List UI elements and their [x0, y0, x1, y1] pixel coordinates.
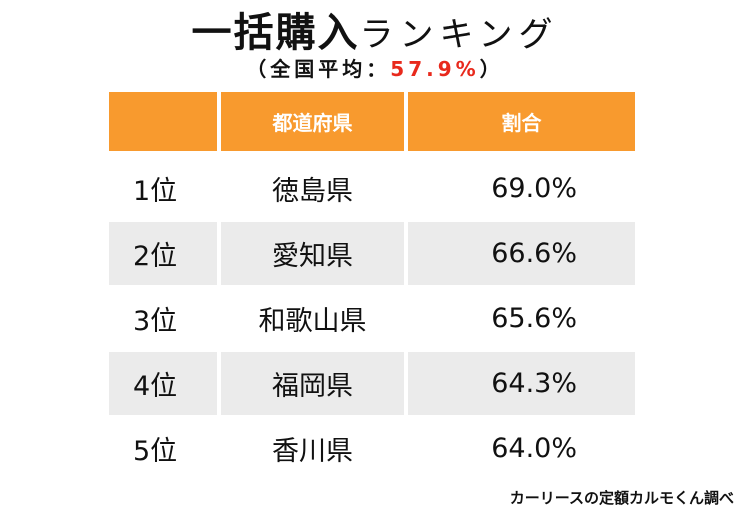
rank-cell: 2位 — [109, 222, 217, 285]
prefecture-cell: 福岡県 — [221, 352, 404, 415]
share-cell: 64.3% — [408, 352, 635, 415]
chart-title: 一括購入ランキング — [0, 8, 750, 66]
chart-title-kana: ランキング — [359, 15, 559, 55]
chart-title-main: 一括購入 — [191, 10, 360, 56]
prefecture-cell: 愛知県 — [221, 222, 404, 285]
share-cell: 66.6% — [408, 222, 635, 285]
table-row: 3位 和歌山県 65.6% — [109, 287, 635, 350]
rank-cell: 1位 — [133, 176, 178, 207]
share-cell: 69.0% — [491, 173, 577, 204]
table-row: 5位 香川県 64.0% — [109, 417, 635, 480]
rank-cell: 4位 — [109, 352, 217, 415]
ranking-table: 都道府県 割合 1位 徳島県 69.0% 2位 愛知県 66.6% 3位 和歌山… — [109, 92, 635, 480]
table-row: 2位 愛知県 66.6% — [109, 222, 635, 285]
table-row: 1位 徳島県 69.0% — [109, 157, 635, 220]
prefecture-cell: 徳島県 — [272, 176, 353, 207]
subtitle-suffix: ） — [479, 57, 504, 81]
chart-subtitle: （全国平均：57.9%） — [0, 52, 750, 86]
header-prefecture: 都道府県 — [221, 92, 404, 151]
table-row: 4位 福岡県 64.3% — [109, 352, 635, 415]
prefecture-cell: 和歌山県 — [258, 306, 367, 337]
header-share: 割合 — [408, 92, 635, 151]
prefecture-cell: 香川県 — [272, 436, 353, 467]
rank-cell: 3位 — [133, 306, 178, 337]
share-cell: 64.0% — [491, 433, 577, 464]
subtitle-prefix: （全国平均： — [246, 57, 391, 81]
table-header-row: 都道府県 割合 — [109, 92, 635, 155]
national-average-value: 57.9% — [390, 57, 480, 81]
share-cell: 65.6% — [491, 303, 577, 334]
source-credit: カーリースの定額カルモくん調べ — [509, 489, 734, 507]
rank-cell: 5位 — [133, 436, 178, 467]
header-rank — [109, 92, 217, 151]
